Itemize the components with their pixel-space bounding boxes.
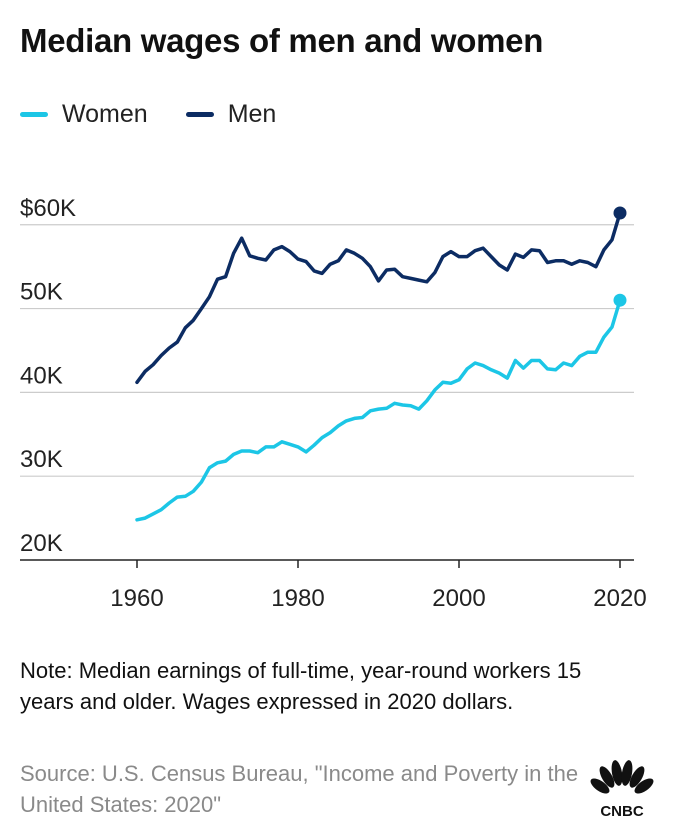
y-tick-label: $60K xyxy=(20,195,76,222)
legend-label-women: Women xyxy=(62,100,148,128)
x-tick-label: 1980 xyxy=(271,585,324,612)
legend: Women Men xyxy=(20,100,314,129)
y-tick-label: 30K xyxy=(20,446,63,473)
cnbc-peacock-icon: CNBC xyxy=(590,760,654,820)
legend-item-men: Men xyxy=(185,100,277,129)
legend-label-men: Men xyxy=(227,100,277,128)
series-end-marker-women xyxy=(613,293,627,307)
legend-item-women: Women xyxy=(20,100,148,129)
y-tick-label: 40K xyxy=(20,362,63,389)
x-tick-label: 1960 xyxy=(110,585,163,612)
chart-source: Source: U.S. Census Bureau, "Income and … xyxy=(20,761,579,817)
logo-text: CNBC xyxy=(600,803,643,820)
line-chart: 20K 30K 40K 50K $60K 1960 1980 2000 2020 xyxy=(20,195,647,612)
legend-swatch-men xyxy=(185,112,214,117)
series-line-women xyxy=(135,298,622,522)
x-tick-label: 2000 xyxy=(432,585,485,612)
series-line-men xyxy=(135,211,622,385)
chart-title: Median wages of men and women xyxy=(20,22,544,59)
y-tick-label: 50K xyxy=(20,279,63,306)
x-tick-label: 2020 xyxy=(593,585,646,612)
chart-note: Note: Median earnings of full-time, year… xyxy=(20,658,582,714)
y-tick-label: 20K xyxy=(20,530,63,557)
series-end-marker-men xyxy=(613,206,627,220)
legend-swatch-women xyxy=(20,112,48,117)
